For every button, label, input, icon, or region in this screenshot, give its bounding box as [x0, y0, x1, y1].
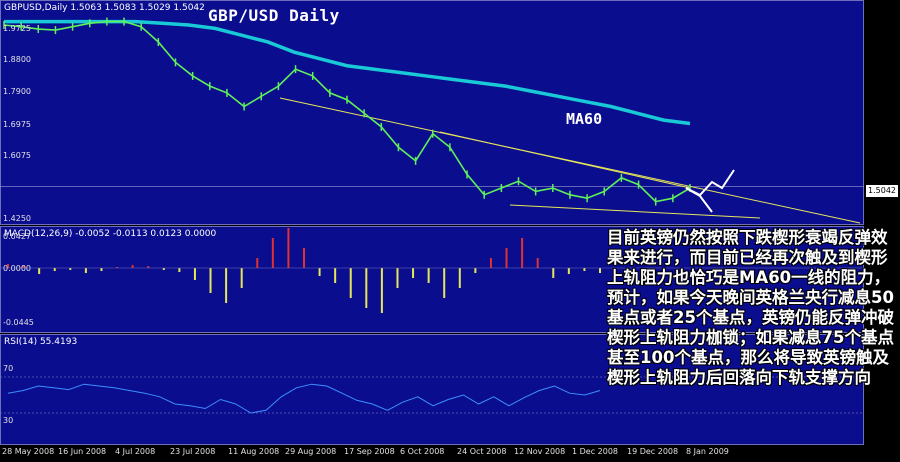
- rsi-line: [7, 383, 601, 414]
- wedge-support-line: [509, 204, 761, 219]
- macd-tick: 0.0427: [3, 232, 31, 241]
- analysis-note: 目前英镑仍然按照下跌楔形衰竭反弹效果来进行，而目前已经再次触及到楔形上轨阻力也恰…: [607, 228, 894, 387]
- x-date: 12 Nov 2008: [514, 447, 566, 456]
- x-date: 8 Jan 2009: [686, 447, 729, 456]
- x-date: 6 Oct 2008: [400, 447, 445, 456]
- macd-label: MACD(12,26,9) -0.0052 -0.0113 0.0123 0.0…: [4, 229, 217, 239]
- ma60-line: [4, 19, 691, 126]
- macd-tick: 0.0000: [3, 264, 31, 273]
- x-date: 19 Dec 2008: [627, 447, 679, 456]
- price-tick: 1.6075: [3, 151, 31, 160]
- wedge-upper-line: [439, 131, 691, 189]
- ma60-label: MA60: [566, 110, 603, 128]
- wedge-lower-line: [279, 97, 861, 224]
- x-date: 11 Aug 2008: [228, 447, 280, 456]
- x-date: 4 Jul 2008: [115, 447, 156, 456]
- rsi-label: RSI(14) 55.4193: [4, 337, 78, 347]
- x-date: 17 Sep 2008: [344, 447, 395, 456]
- x-date: 16 Jun 2008: [58, 447, 107, 456]
- x-date: 23 Jul 2008: [170, 447, 216, 456]
- instrument-label: GBPUSD,Daily 1.5063 1.5083 1.5029 1.5042: [4, 3, 205, 13]
- x-date: 1 Dec 2008: [572, 447, 619, 456]
- price-axis: [864, 0, 900, 462]
- projection-down-arrow: [685, 187, 713, 213]
- price-tick: 1.7900: [3, 87, 31, 96]
- x-date: 29 Aug 2008: [285, 447, 337, 456]
- x-date: 28 May 2008: [2, 447, 55, 456]
- price-tick: 1.8800: [3, 55, 31, 64]
- macd-panel: [0, 226, 864, 333]
- current-price-box: 1.5042: [866, 185, 898, 197]
- rsi-tick: 30: [3, 416, 14, 425]
- rsi-tick: 70: [3, 364, 14, 373]
- price-tick: 1.4250: [3, 214, 31, 223]
- price-tick: 1.6975: [3, 120, 31, 129]
- ohlc-values: 1.5063 1.5083 1.5029 1.5042: [70, 3, 205, 13]
- chart-title: GBP/USD Daily: [208, 6, 340, 25]
- rsi-panel: [0, 334, 864, 445]
- instrument-name: GBPUSD,Daily: [4, 3, 68, 13]
- x-date: 24 Oct 2008: [457, 447, 507, 456]
- macd-tick: -0.0445: [3, 318, 34, 327]
- price-tick: 1.9725: [3, 24, 31, 33]
